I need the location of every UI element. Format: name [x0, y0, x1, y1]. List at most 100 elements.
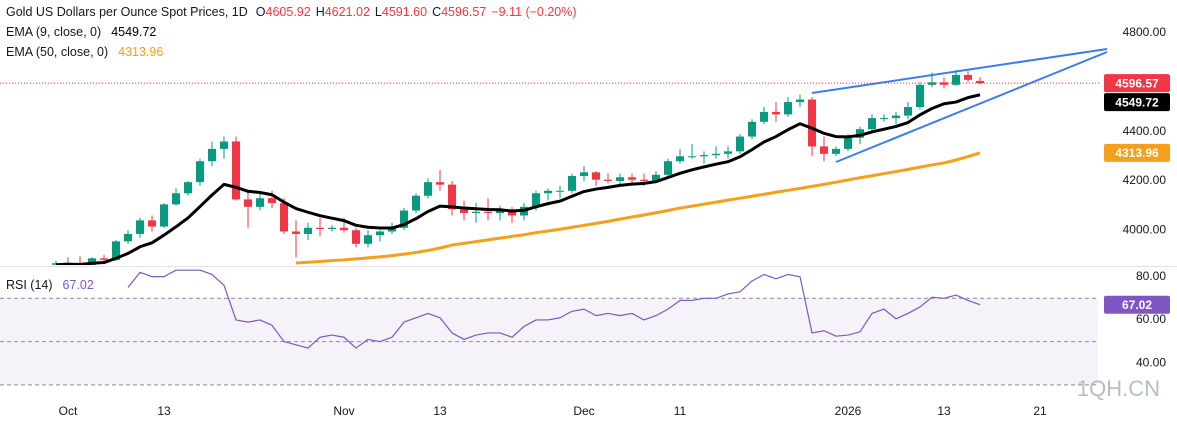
- ohlc-value: 4591.60: [381, 5, 428, 19]
- candle-body: [508, 210, 516, 216]
- ohlc-letter: O: [255, 5, 266, 19]
- candle-body: [256, 198, 264, 207]
- watermark: 1QH.CN: [1077, 376, 1160, 401]
- candle-body: [580, 172, 588, 177]
- candle-body: [220, 141, 228, 149]
- y-tick-label: 4400.00: [1123, 124, 1167, 138]
- candle-body: [556, 190, 564, 192]
- x-tick-label: 2026: [835, 404, 862, 418]
- ohlc-value: 4621.02: [324, 5, 370, 19]
- candle-body: [604, 179, 612, 181]
- ema-badge-label: 4549.72: [1115, 95, 1159, 109]
- x-tick-label: Dec: [573, 404, 594, 418]
- ohlc-letter: C: [432, 5, 442, 19]
- candle-body: [292, 231, 300, 234]
- candle-body: [448, 184, 456, 210]
- legend-value: 4549.72: [111, 25, 157, 39]
- candle-body: [136, 220, 144, 234]
- candle-body: [112, 241, 120, 260]
- candle-body: [88, 258, 96, 265]
- candle-body: [100, 258, 108, 260]
- candle-body: [700, 155, 708, 157]
- symbol-title: Gold US Dollars per Ounce Spot Prices, 1…: [6, 5, 248, 19]
- ema-line: [55, 93, 981, 265]
- candle-body: [820, 146, 828, 154]
- x-tick-label: 13: [433, 404, 447, 418]
- candle-body: [532, 193, 540, 207]
- candle-body: [952, 74, 960, 85]
- candle-body: [832, 148, 840, 154]
- candle-body: [880, 118, 888, 120]
- candle-body: [904, 106, 912, 116]
- candle-body: [196, 161, 204, 183]
- candle-body: [748, 121, 756, 137]
- candle-body: [244, 199, 252, 207]
- candle-body: [460, 209, 468, 213]
- candle-body: [964, 74, 972, 80]
- candle-body: [616, 177, 624, 181]
- legend-name: EMA (50, close, 0): [6, 45, 109, 59]
- candle-body: [736, 136, 744, 152]
- ema-badge: [1104, 93, 1170, 112]
- legend-row: Gold US Dollars per Ounce Spot Prices, 1…: [6, 2, 582, 22]
- candle-body: [304, 227, 312, 234]
- candle-body: [664, 161, 672, 175]
- last-price-badge: [1104, 74, 1170, 93]
- candle-body: [124, 233, 132, 242]
- price-pane: [52, 70, 984, 265]
- candle-body: [568, 176, 576, 191]
- rsi-tick-label: 40.00: [1136, 355, 1166, 369]
- candle-body: [436, 182, 444, 185]
- candle-body: [676, 156, 684, 162]
- candle-body: [628, 177, 636, 180]
- candle-body: [148, 220, 156, 227]
- ohlc-value: 4596.57: [441, 5, 487, 19]
- legend-name: EMA (9, close, 0): [6, 25, 102, 39]
- rsi-pane: [0, 269, 1098, 386]
- rsi-badge-label: 67.02: [1122, 298, 1152, 312]
- last-price-badge-label: 4596.57: [1115, 76, 1159, 90]
- x-tick-label: Nov: [333, 404, 354, 418]
- candle-body: [592, 172, 600, 180]
- ohlc-letter: L: [374, 5, 382, 19]
- candle-body: [712, 153, 720, 156]
- rsi-legend: RSI (14) 67.02: [6, 275, 99, 295]
- ema-badge-label: 4313.96: [1115, 146, 1159, 160]
- candle-body: [544, 190, 552, 194]
- price-legend: Gold US Dollars per Ounce Spot Prices, 1…: [6, 2, 582, 62]
- rsi-badge: [1104, 295, 1170, 314]
- candle-body: [724, 151, 732, 154]
- candle-body: [328, 227, 336, 230]
- candle-body: [184, 182, 192, 194]
- candle-body: [928, 82, 936, 85]
- candle-body: [340, 227, 348, 231]
- candle-body: [760, 111, 768, 122]
- candle-body: [496, 210, 504, 213]
- candle-body: [808, 99, 816, 147]
- candle-body: [208, 148, 216, 162]
- candle-body: [640, 179, 648, 181]
- legend-value: 67.02: [62, 278, 94, 292]
- candle-body: [400, 210, 408, 228]
- x-tick-label: 13: [937, 404, 951, 418]
- x-tick-label: 21: [1033, 404, 1047, 418]
- candle-body: [280, 203, 288, 232]
- candle-body: [316, 227, 324, 230]
- candle-body: [472, 211, 480, 213]
- legend-value: 4313.96: [118, 45, 164, 59]
- candle-body: [784, 102, 792, 115]
- ohlc-change: −9.11 (−0.20%): [491, 5, 577, 19]
- x-tick-label: 11: [674, 404, 687, 418]
- candle-body: [424, 182, 432, 196]
- candle-body: [388, 227, 396, 232]
- candle-body: [916, 84, 924, 107]
- candle-body: [484, 211, 492, 213]
- candle-body: [268, 198, 276, 204]
- candle-body: [172, 193, 180, 205]
- candle-body: [688, 156, 696, 158]
- trend-line-upper: [811, 48, 1108, 94]
- rsi-tick-label: 80.00: [1136, 269, 1166, 283]
- x-tick-label: Oct: [59, 404, 78, 418]
- candle-body: [976, 80, 984, 84]
